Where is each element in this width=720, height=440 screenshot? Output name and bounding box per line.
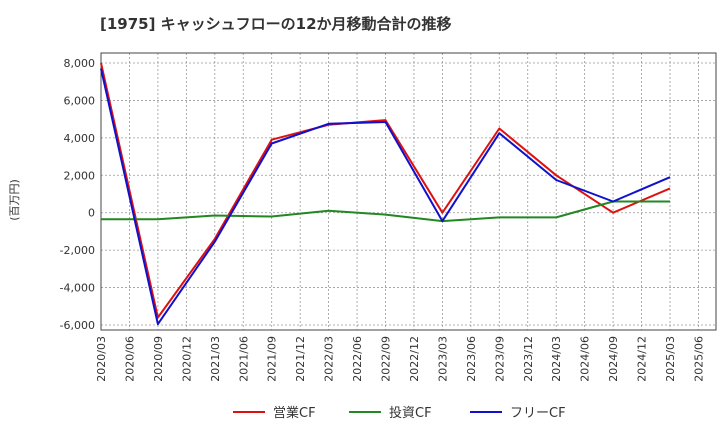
legend-label-3: フリーCF (510, 406, 566, 421)
x-tick-label: 2024/03 (550, 336, 563, 382)
x-tick-label: 2021/06 (237, 336, 250, 382)
x-tick-label: 2020/06 (123, 336, 136, 382)
y-tick-label: -2,000 (60, 244, 95, 257)
chart-title: [1975] キャッシュフローの12か月移動合計の推移 (100, 15, 452, 33)
x-tick-label: 2020/09 (152, 336, 165, 382)
series-line-3 (100, 68, 671, 326)
grid (100, 53, 716, 330)
x-tick-label: 2025/03 (664, 336, 677, 382)
y-tick-label: 6,000 (64, 94, 96, 107)
x-tick-label: 2023/12 (522, 336, 535, 382)
plot-frame (100, 52, 717, 331)
y-ticks: 8,000 6,000 4,000 2,000 0 -2,000 -4,000 -6,000 (60, 57, 95, 332)
y-tick-label: 8,000 (64, 57, 96, 70)
y-tick-label: 2,000 (64, 169, 96, 182)
y-tick-label: 4,000 (64, 132, 96, 145)
series-lines (100, 62, 671, 326)
x-tick-label: 2022/03 (323, 336, 336, 382)
legend-label-2: 投資CF (389, 405, 432, 421)
x-tick-label: 2023/03 (436, 336, 449, 382)
x-tick-label: 2020/12 (180, 336, 193, 382)
x-tick-label: 2022/09 (380, 336, 393, 382)
x-tick-label: 2024/09 (607, 336, 620, 382)
x-tick-label: 2024/12 (636, 336, 649, 382)
x-tick-label: 2023/09 (493, 336, 506, 382)
x-tick-label: 2020/03 (95, 336, 108, 382)
x-tick-label: 2021/03 (209, 336, 222, 382)
y-tick-label: 0 (88, 207, 95, 220)
x-tick-label: 2022/12 (408, 336, 421, 382)
x-tick-label: 2022/06 (351, 336, 364, 382)
x-tick-label: 2023/06 (465, 336, 478, 382)
series-line-2 (101, 200, 670, 223)
x-ticks: 2020/03 2020/06 2020/09 2020/12 2021/03 2021/… (95, 336, 705, 382)
y-tick-label: -4,000 (60, 282, 95, 295)
x-tick-label: 2021/12 (294, 336, 307, 382)
y-tick-label: -6,000 (60, 319, 95, 332)
x-tick-label: 2025/06 (692, 336, 705, 382)
legend: 営業CF 投資CF フリーCF (233, 405, 566, 421)
legend-label-1: 営業CF (273, 405, 316, 421)
x-tick-label: 2021/09 (266, 336, 279, 382)
x-tick-label: 2024/06 (579, 336, 592, 382)
